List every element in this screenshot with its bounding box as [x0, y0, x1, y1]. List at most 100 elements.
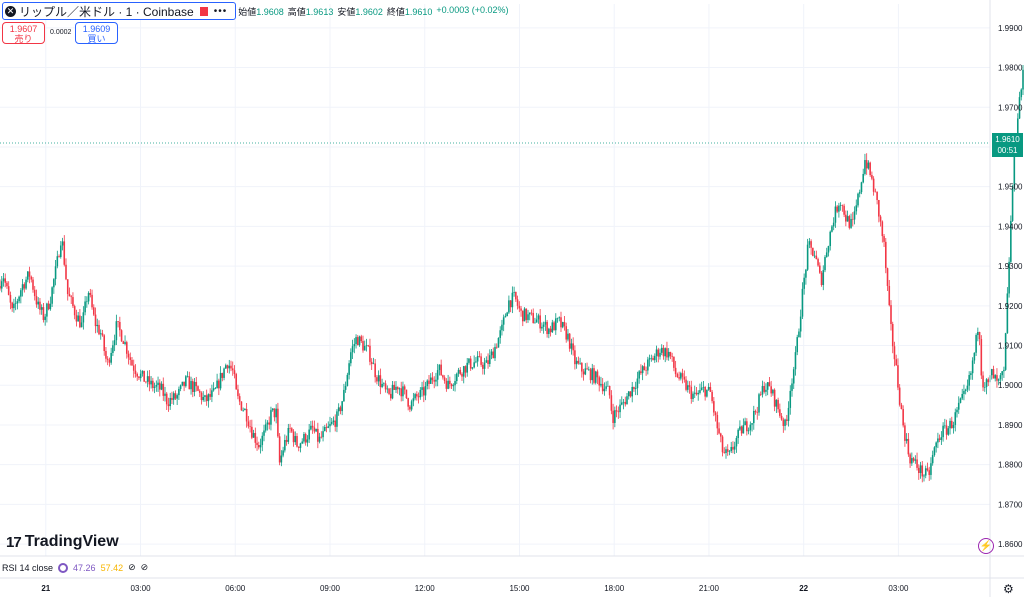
candle	[322, 426, 324, 442]
candle	[280, 450, 283, 467]
candle	[115, 314, 118, 346]
candle	[252, 429, 255, 438]
candle	[554, 313, 557, 335]
candle	[686, 380, 689, 393]
candle	[631, 381, 634, 403]
candle	[84, 296, 86, 316]
candle	[931, 450, 934, 466]
candle	[492, 347, 495, 359]
candle	[655, 345, 658, 363]
candle	[662, 344, 665, 360]
candle	[636, 371, 639, 396]
candle	[383, 382, 385, 387]
candle	[61, 237, 64, 251]
candle	[323, 424, 326, 432]
candle	[733, 441, 736, 455]
candle	[862, 168, 865, 184]
candle	[1003, 366, 1005, 378]
candle	[916, 452, 918, 471]
candle	[134, 364, 137, 378]
candle	[301, 438, 304, 445]
candle	[30, 275, 33, 283]
candle	[702, 380, 705, 393]
candle	[325, 423, 328, 433]
candle	[214, 387, 217, 390]
candle	[197, 385, 199, 392]
flag-icon[interactable]	[199, 6, 208, 16]
indicator-icon[interactable]	[58, 562, 69, 573]
candle	[954, 408, 957, 432]
candle	[622, 399, 625, 410]
candle	[297, 446, 300, 452]
candle	[193, 378, 196, 397]
candle	[728, 450, 731, 456]
candle	[996, 368, 998, 388]
candle	[376, 375, 378, 385]
candle	[737, 428, 739, 444]
buy-button[interactable]: 1.9609 買い	[75, 22, 118, 44]
candle	[831, 225, 833, 233]
x-tick-label: 21	[41, 584, 50, 593]
candle	[75, 309, 78, 327]
candle	[779, 403, 781, 418]
candle	[317, 422, 319, 449]
candle	[930, 457, 932, 480]
candle	[350, 348, 352, 367]
candle	[806, 238, 809, 272]
candle	[549, 325, 552, 337]
candle	[330, 418, 333, 426]
candle	[120, 329, 123, 342]
more-icon[interactable]: •••	[213, 5, 228, 17]
candle	[817, 257, 819, 267]
gear-icon[interactable]: ⚙	[1003, 582, 1014, 596]
countdown: 00:51	[997, 146, 1018, 155]
candle	[605, 381, 607, 392]
candle	[101, 329, 104, 337]
candle	[16, 298, 19, 310]
candle	[791, 378, 793, 397]
close-icon[interactable]: ✕	[5, 5, 16, 17]
candle	[263, 424, 265, 442]
candle	[13, 298, 15, 313]
bolt-icon[interactable]: ⚡	[978, 538, 994, 554]
candle	[70, 295, 73, 305]
y-tick-label: 1.9800	[998, 64, 1023, 73]
candle	[18, 295, 20, 304]
candle	[688, 381, 691, 394]
candle	[539, 309, 541, 333]
candle	[37, 297, 40, 309]
candle	[617, 406, 620, 419]
candle	[422, 380, 425, 403]
candle	[289, 423, 291, 433]
grid-lines	[0, 4, 990, 556]
candle	[660, 344, 663, 356]
candle	[1010, 215, 1012, 264]
candle	[997, 378, 1000, 386]
candle	[343, 383, 345, 402]
candle	[933, 446, 936, 457]
candle	[600, 376, 602, 388]
candle	[843, 203, 845, 218]
candle	[957, 396, 960, 414]
last-price: 1.9610	[995, 135, 1020, 144]
candle	[626, 392, 628, 405]
candle	[944, 418, 946, 429]
candle	[461, 372, 463, 382]
candle	[782, 417, 785, 433]
candle	[912, 456, 915, 463]
candle	[674, 360, 677, 378]
tradingview-logo[interactable]: 17 TradingView	[6, 533, 119, 551]
candle	[240, 401, 243, 411]
candle	[442, 374, 444, 380]
candle	[752, 405, 755, 430]
symbol-selector[interactable]: ✕ リップル／米ドル · 1 · Coinbase •••	[2, 2, 237, 20]
sell-button[interactable]: 1.9607 売り	[2, 22, 45, 44]
candle	[49, 296, 52, 311]
candle	[652, 355, 654, 361]
candle	[233, 365, 236, 379]
candle	[457, 367, 460, 377]
candle	[900, 402, 903, 410]
y-tick-label: 1.8800	[998, 461, 1023, 470]
candle	[898, 384, 901, 407]
